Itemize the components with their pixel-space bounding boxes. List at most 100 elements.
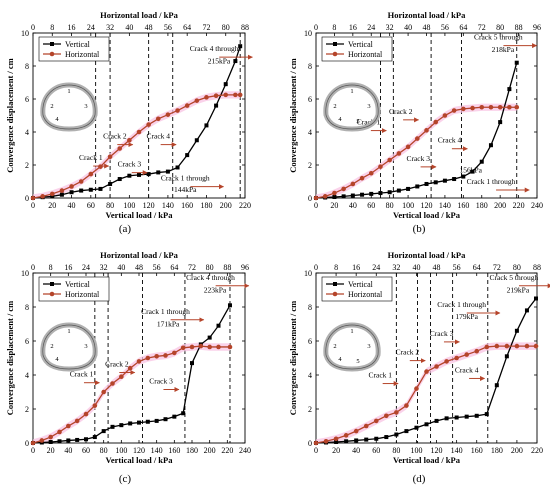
horizontal-point <box>484 344 490 350</box>
vertical-point <box>163 417 168 422</box>
vertical-point <box>454 415 459 420</box>
vertical-point <box>216 323 221 328</box>
crack-annotation: 219kPa <box>507 286 530 295</box>
vertical-point <box>461 174 466 179</box>
x-tick-label: 60 <box>82 446 90 455</box>
x2-tick-label: 32 <box>100 263 108 272</box>
x2-tick-label: 0 <box>314 263 318 272</box>
horizontal-point <box>145 355 151 361</box>
horizontal-point <box>384 413 389 419</box>
horizontal-point <box>454 355 459 361</box>
vertical-point <box>387 190 392 195</box>
horizontal-point <box>98 164 103 169</box>
vertical-point <box>79 188 84 193</box>
x2-tick-label: 56 <box>153 263 161 272</box>
ring-segment-label: 3 <box>84 103 87 110</box>
vertical-point <box>137 420 141 425</box>
ring-segment-label: 2 <box>333 343 336 350</box>
vertical-point <box>470 169 475 174</box>
x2-tick-label: 72 <box>493 263 501 272</box>
ring-segment-label: 1 <box>67 88 70 95</box>
vertical-point <box>444 416 449 421</box>
x-tick-label: 160 <box>471 446 483 455</box>
x2-tick-label: 56 <box>453 263 461 272</box>
vertical-point <box>48 439 53 444</box>
x2-tick-label: 72 <box>188 263 196 272</box>
x-tick-label: 160 <box>457 201 469 210</box>
crack-annotation: Crack 3 <box>430 329 454 338</box>
x-axis-title: Vertical load / kPa <box>393 210 461 220</box>
crack-annotation: 179kPa <box>455 312 478 321</box>
vertical-point <box>498 120 503 125</box>
legend-box <box>321 276 393 302</box>
horizontal-point <box>59 188 65 193</box>
x2-tick-label: 72 <box>202 23 210 32</box>
panel-label: (c) <box>119 473 132 485</box>
y-tick-label: 0 <box>308 194 312 203</box>
x-tick-label: 0 <box>31 446 35 455</box>
horizontal-point <box>488 104 494 110</box>
vertical-point <box>369 191 374 196</box>
crack-annotation: Crack 4 <box>455 365 479 374</box>
y-tick-label: 4 <box>308 128 312 137</box>
x-tick-label: 120 <box>431 446 443 455</box>
vertical-point <box>128 421 133 426</box>
vertical-point <box>488 143 493 148</box>
x-tick-label: 20 <box>47 446 55 455</box>
horizontal-point <box>30 440 36 446</box>
x-tick-label: 160 <box>168 446 180 455</box>
x-tick-label: 200 <box>511 446 523 455</box>
horizontal-point <box>504 343 510 349</box>
horizontal-point <box>424 369 429 374</box>
horizontal-point <box>136 129 142 135</box>
x-tick-label: 0 <box>31 201 35 210</box>
x-tick-label: 20 <box>48 201 56 210</box>
x-tick-label: 40 <box>68 201 76 210</box>
vertical-point <box>364 437 369 442</box>
y-tick-label: 0 <box>25 439 29 448</box>
horizontal-point <box>48 434 53 440</box>
vertical-point <box>524 308 529 313</box>
crack-annotation: Crack 4 <box>146 132 170 141</box>
vertical-point <box>514 60 519 65</box>
vertical-point <box>233 59 238 64</box>
vertical-point <box>452 177 457 182</box>
y-tick-label: 0 <box>25 194 29 203</box>
horizontal-point <box>175 108 180 113</box>
legend-marker <box>332 291 338 297</box>
vertical-point <box>514 328 519 333</box>
x2-tick-label: 16 <box>68 23 76 32</box>
vertical-point <box>110 424 115 429</box>
horizontal-point <box>69 184 74 189</box>
horizontal-point <box>207 344 212 350</box>
horizontal-point <box>434 364 439 369</box>
horizontal-point <box>514 343 520 349</box>
x2-axis-title: Horizontal load / kPa <box>100 10 178 20</box>
x2-tick-label: 48 <box>145 23 153 32</box>
vertical-point <box>507 87 512 92</box>
vertical-point <box>406 186 411 191</box>
x2-tick-label: 88 <box>241 23 249 32</box>
horizontal-point <box>322 194 328 199</box>
vertical-point <box>117 177 122 182</box>
horizontal-point <box>405 144 411 150</box>
x2-tick-label: 56 <box>164 23 172 32</box>
x-tick-label: 100 <box>410 446 422 455</box>
x2-tick-label: 48 <box>423 23 431 32</box>
horizontal-point <box>107 154 113 160</box>
x-tick-label: 20 <box>330 201 338 210</box>
legend-box <box>321 36 393 62</box>
plot-frame <box>315 272 538 444</box>
horizontal-point <box>451 108 457 113</box>
crack-annotation: 215kPa <box>208 57 231 66</box>
x2-tick-label: 0 <box>31 263 35 272</box>
horizontal-point <box>507 104 512 110</box>
legend-box <box>38 36 110 62</box>
x2-tick-label: 8 <box>49 263 53 272</box>
crack-annotation: Crack 3 <box>406 154 430 163</box>
horizontal-point <box>110 381 115 386</box>
crack-annotation: Crack 1 through <box>141 307 190 316</box>
vertical-point <box>378 191 383 196</box>
horizontal-point <box>40 194 45 199</box>
